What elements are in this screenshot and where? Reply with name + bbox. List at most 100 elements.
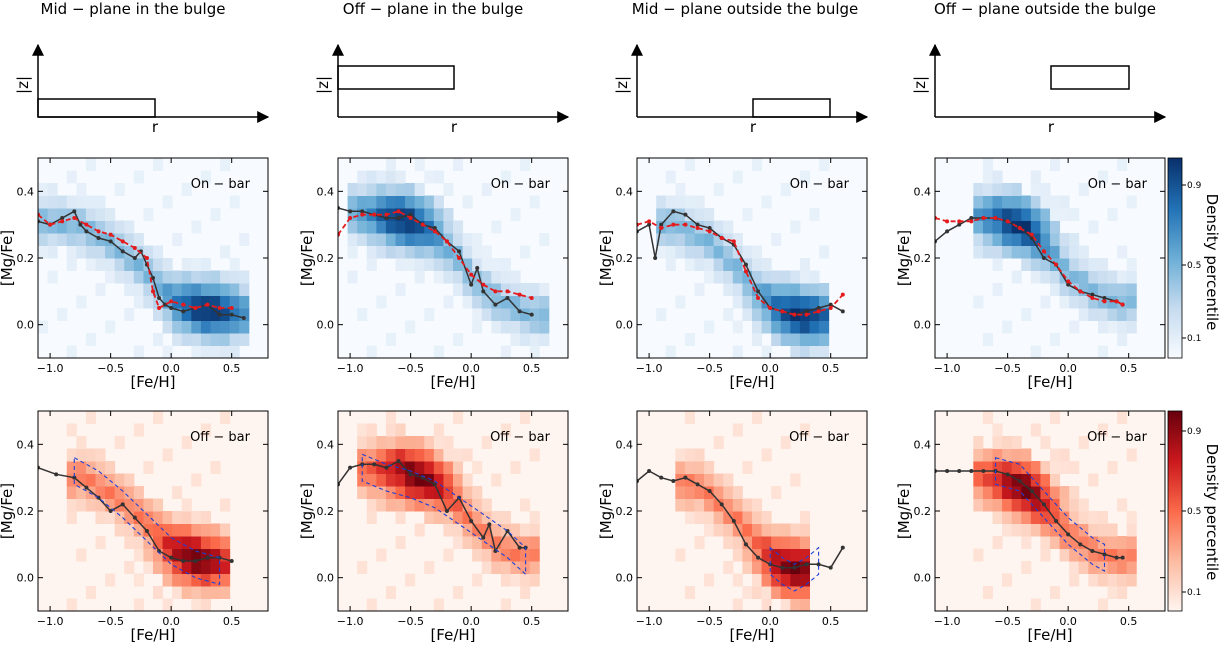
heatmap-cell xyxy=(780,598,791,611)
heatmap-cell xyxy=(799,270,810,284)
comparison-trend-point xyxy=(816,309,821,314)
heatmap-cell xyxy=(181,586,192,599)
heatmap-cell xyxy=(1088,258,1099,271)
heatmap-cell xyxy=(95,461,106,474)
heatmap-cell xyxy=(1002,473,1013,487)
heatmap-cell xyxy=(520,283,531,296)
heatmap-cell xyxy=(500,270,511,284)
comparison-trend-line xyxy=(935,217,1124,306)
y-axis-label: [Mg/Fe] xyxy=(0,230,16,286)
heatmap-cell xyxy=(114,436,125,449)
median-trend-point xyxy=(481,535,486,540)
heatmap-cell xyxy=(520,498,531,512)
heatmap-cell xyxy=(694,208,705,221)
heatmap-cell xyxy=(799,295,810,309)
x-axis-label: [Fe/H] xyxy=(130,373,175,391)
heatmap-cell xyxy=(76,183,87,196)
heatmap-cell xyxy=(76,208,87,221)
x-axis-label: [Fe/H] xyxy=(1027,373,1072,391)
heatmap-cell xyxy=(1040,473,1051,487)
median-trend-point xyxy=(517,545,522,550)
heatmap-cell xyxy=(799,548,810,562)
heatmap-cell xyxy=(742,498,753,512)
heatmap-cell xyxy=(1002,183,1013,196)
heatmap-cell xyxy=(414,461,425,474)
heatmap-cell xyxy=(1050,586,1061,599)
heatmap-cell xyxy=(162,345,173,358)
heatmap-cell xyxy=(732,295,743,309)
heatmap-cell xyxy=(1088,561,1099,574)
heatmap-cell xyxy=(191,283,202,296)
colorbar-tick-label: 0.5 xyxy=(1187,261,1201,271)
heatmap-cell xyxy=(684,333,695,346)
heatmap-cell xyxy=(500,548,511,562)
panel-annotation: Off − bar xyxy=(1087,430,1148,445)
heatmap-cell xyxy=(172,511,183,524)
y-tick-label: 0.4 xyxy=(914,438,932,451)
heatmap-cell xyxy=(771,536,782,549)
heatmap-cell xyxy=(453,586,464,599)
heatmap-cell xyxy=(992,436,1003,449)
heatmap-cell xyxy=(1088,270,1099,284)
heatmap-cell xyxy=(1097,536,1108,549)
heatmap-cell xyxy=(752,523,763,537)
heatmap-cell xyxy=(1050,511,1061,524)
heatmap-cell xyxy=(1126,295,1137,309)
heatmap-cell xyxy=(732,423,743,437)
heatmap-cell xyxy=(520,536,531,549)
heatmap-cell xyxy=(752,498,763,512)
heatmap-cell xyxy=(210,295,221,309)
heatmap-cell xyxy=(395,245,406,259)
comparison-trend-point xyxy=(529,296,534,300)
heatmap-cell xyxy=(200,523,211,537)
heatmap-cell xyxy=(510,208,521,221)
heatmap-cell xyxy=(133,523,144,537)
heatmap-cell xyxy=(443,208,454,221)
heatmap-cell xyxy=(1002,220,1013,234)
heatmap-cell xyxy=(153,158,164,171)
heatmap-cell xyxy=(153,561,164,574)
median-trend-point xyxy=(707,226,712,230)
heatmap-cell xyxy=(443,523,454,537)
heatmap-cell xyxy=(1117,411,1128,424)
heatmap-cell xyxy=(162,295,173,309)
heatmap-cell xyxy=(472,320,483,334)
median-trend-point xyxy=(144,529,149,533)
heatmap-cell xyxy=(443,448,454,462)
heatmap-cell xyxy=(385,498,396,512)
heatmap-cell xyxy=(481,283,492,296)
heatmap-cell xyxy=(229,320,240,334)
heatmap-cell xyxy=(472,283,483,296)
heatmap-cell xyxy=(357,183,368,196)
median-trend-point xyxy=(659,475,664,480)
heatmap-cell xyxy=(742,461,753,474)
heatmap-cell xyxy=(982,498,993,512)
heatmap-cell xyxy=(675,245,686,259)
heatmap-cell xyxy=(191,320,202,334)
heatmap-cell xyxy=(992,183,1003,196)
heatmap-cell xyxy=(162,573,173,587)
heatmap-cell xyxy=(105,498,116,512)
heatmap-cell xyxy=(704,233,715,246)
heatmap-cell xyxy=(220,333,231,346)
y-axis-label: [Mg/Fe] xyxy=(895,483,913,539)
heatmap-cell xyxy=(1021,233,1032,246)
heatmap-cell xyxy=(1002,320,1013,334)
heatmap-cell xyxy=(1011,270,1022,284)
heatmap-cell xyxy=(85,448,96,462)
heatmap-cell xyxy=(239,320,250,334)
heatmap-cell xyxy=(1117,245,1128,259)
heatmap-cell xyxy=(200,561,211,574)
heatmap-cell xyxy=(1002,448,1013,462)
heatmap-cell xyxy=(395,183,406,196)
heatmap-cell xyxy=(500,573,511,587)
heatmap-cell xyxy=(1097,170,1108,184)
heatmap-cell xyxy=(790,536,801,549)
heatmap-cell xyxy=(491,523,502,537)
heatmap-cell xyxy=(1078,548,1089,562)
heatmap-cell xyxy=(973,448,984,462)
x-tick-label: −1.0 xyxy=(37,615,64,628)
heatmap-cell xyxy=(162,195,173,209)
median-trend-point xyxy=(1066,282,1071,287)
heatmap-cell xyxy=(694,258,705,271)
